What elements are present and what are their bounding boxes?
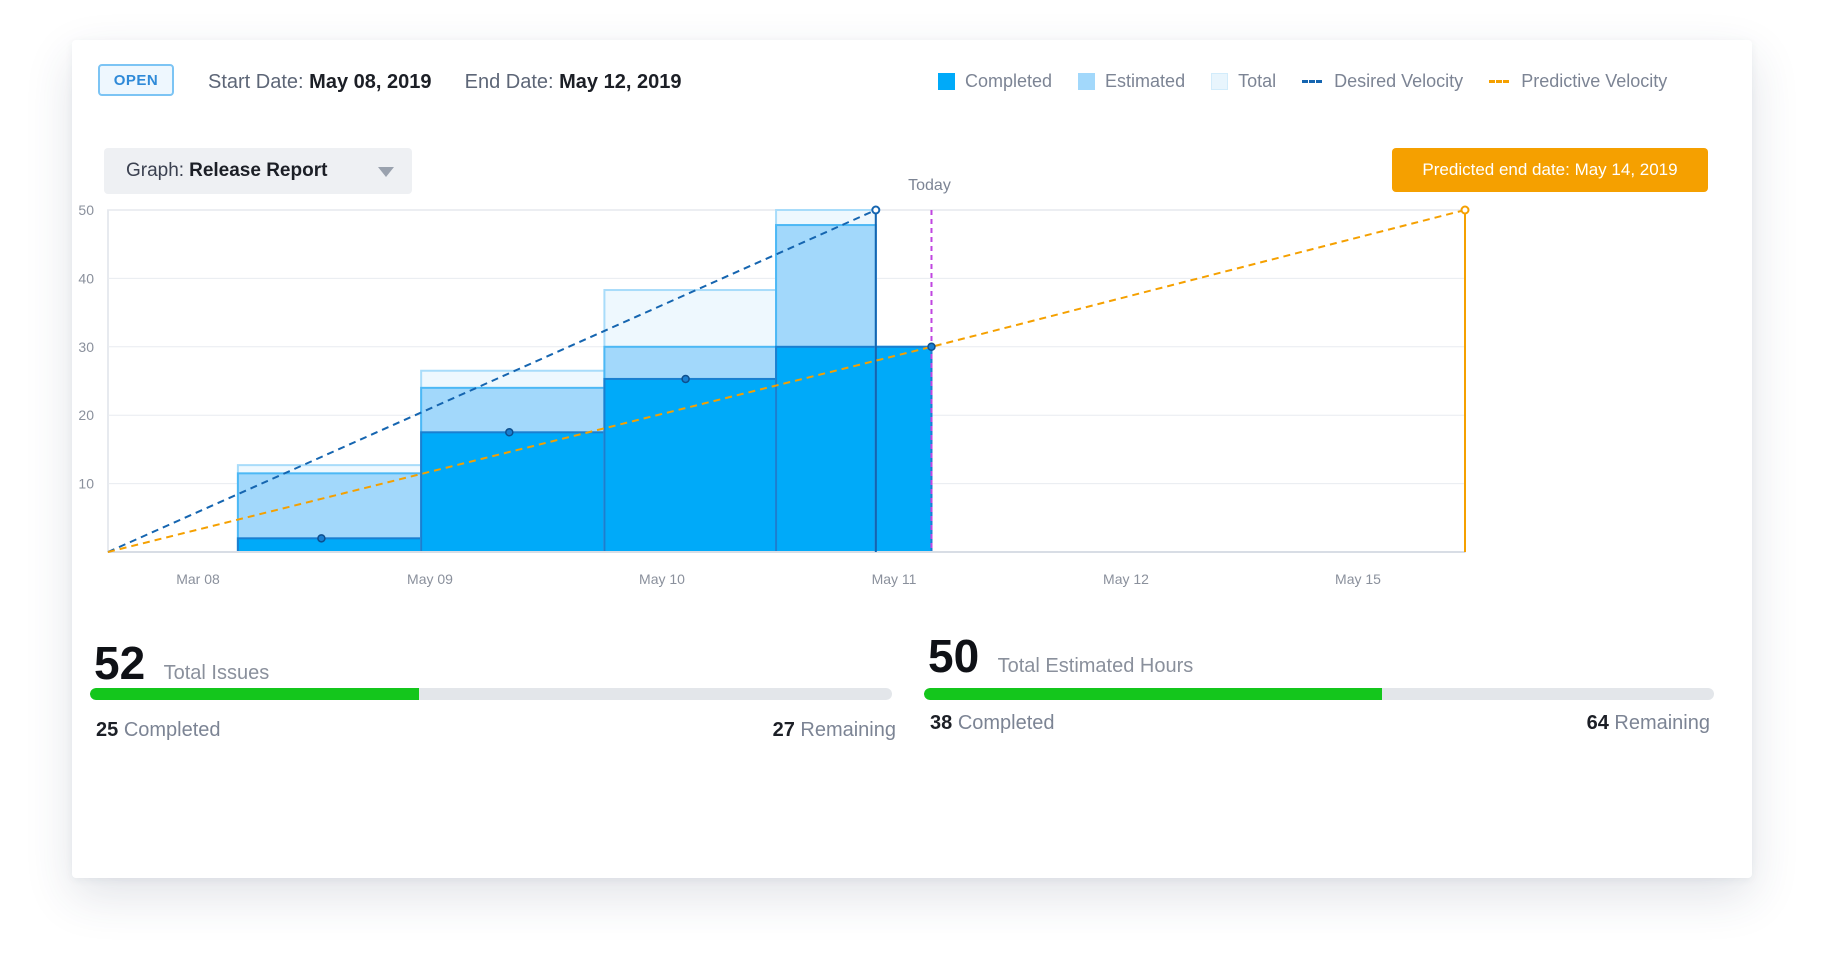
issues-remaining-label: Remaining	[800, 719, 896, 741]
legend-label: Predictive Velocity	[1521, 71, 1668, 91]
hours-completed-count: 38	[930, 712, 953, 734]
legend-item-total: Total	[1211, 71, 1276, 92]
x-tick-label: May 12	[1103, 571, 1149, 587]
x-tick-label: May 15	[1335, 571, 1381, 587]
hours-completed-label: Completed	[957, 712, 1055, 734]
date-range: Start Date: May 08, 2019 End Date: May 1…	[208, 71, 681, 94]
graph-select[interactable]: Graph: Release Report	[104, 148, 412, 194]
completed-marker	[681, 374, 690, 384]
hours-remaining-count: 64	[1586, 712, 1609, 734]
legend-label: Desired Velocity	[1334, 71, 1464, 91]
today-label: Today	[908, 177, 951, 194]
graph-select-label: Graph:	[126, 160, 185, 181]
legend-dash	[1489, 80, 1510, 83]
legend-item-predictive-velocity: Predictive Velocity	[1489, 71, 1667, 92]
total-hours-count: 50	[928, 630, 980, 682]
completed-bar	[236, 537, 423, 554]
issues-progress-fill	[90, 688, 419, 700]
x-tick-label: Mar 08	[176, 571, 220, 587]
issues-progress-bar	[90, 688, 892, 700]
legend-label: Estimated	[1105, 71, 1186, 91]
hours-completed: 38 Completed	[930, 712, 1055, 735]
y-tick-label: 10	[78, 476, 94, 492]
completed-marker	[505, 428, 514, 437]
legend-dash	[1302, 80, 1323, 83]
hours-summary: 50 Total Estimated Hours	[928, 629, 1193, 683]
total-hours-label: Total Estimated Hours	[997, 655, 1194, 677]
legend-label: Total	[1238, 71, 1277, 91]
start-date-label: Start Date:	[208, 71, 304, 93]
desired-velocity-line	[107, 209, 877, 553]
release-report-card: OPEN Start Date: May 08, 2019 End Date: …	[72, 40, 1752, 878]
completed-bar	[603, 377, 778, 553]
x-tick-label: May 10	[639, 571, 685, 587]
total-issues-label: Total Issues	[163, 662, 270, 684]
y-tick-label: 40	[78, 270, 94, 286]
legend-label: Completed	[965, 71, 1053, 91]
end-date-value: May 12, 2019	[559, 71, 682, 93]
legend-swatch	[938, 73, 955, 90]
hours-progress-fill	[924, 688, 1383, 700]
y-tick-label: 30	[78, 339, 94, 355]
completed-bar	[775, 345, 877, 553]
completed-bar	[874, 345, 933, 553]
total-issues-count: 52	[94, 637, 146, 689]
legend-swatch	[1078, 73, 1096, 90]
legend-item-desired-velocity: Desired Velocity	[1302, 71, 1463, 92]
graph-select-value: Release Report	[189, 160, 328, 181]
chart-legend: Completed Estimated Total Desired Velocity P…	[938, 71, 1667, 92]
x-tick-label: May 09	[407, 571, 453, 587]
issues-remaining: 27 Remaining	[773, 719, 896, 742]
issues-remaining-count: 27	[772, 719, 795, 741]
velocity-end-marker	[1460, 205, 1470, 215]
y-tick-label: 20	[78, 407, 94, 423]
chevron-down-icon	[378, 167, 394, 177]
end-date-label: End Date:	[464, 71, 554, 93]
start-date-value: May 08, 2019	[309, 71, 432, 93]
legend-item-estimated: Estimated	[1078, 71, 1185, 92]
today-marker	[927, 342, 936, 352]
x-tick-label: May 11	[872, 571, 917, 587]
hours-progress-bar	[924, 688, 1714, 700]
issues-completed: 25 Completed	[96, 719, 221, 742]
issues-completed-count: 25	[96, 719, 119, 741]
completed-bar	[420, 431, 606, 553]
hours-remaining: 64 Remaining	[1587, 712, 1710, 735]
predictive-velocity-line	[107, 209, 1466, 553]
issues-summary: 52 Total Issues	[94, 636, 269, 690]
release-chart: 10 20 30 40 50 Today Mar 08 May 09 May 10 May 11 M…	[78, 177, 1470, 587]
y-tick-label: 50	[78, 202, 94, 218]
issues-completed-label: Completed	[123, 719, 221, 741]
status-badge: OPEN	[98, 64, 174, 96]
legend-swatch	[1211, 73, 1229, 90]
completed-marker	[317, 534, 326, 543]
velocity-end-marker	[871, 205, 881, 215]
legend-item-completed: Completed	[938, 71, 1052, 92]
hours-remaining-label: Remaining	[1614, 712, 1710, 734]
predicted-end-date-badge: Predicted end date: May 14, 2019	[1392, 148, 1708, 192]
